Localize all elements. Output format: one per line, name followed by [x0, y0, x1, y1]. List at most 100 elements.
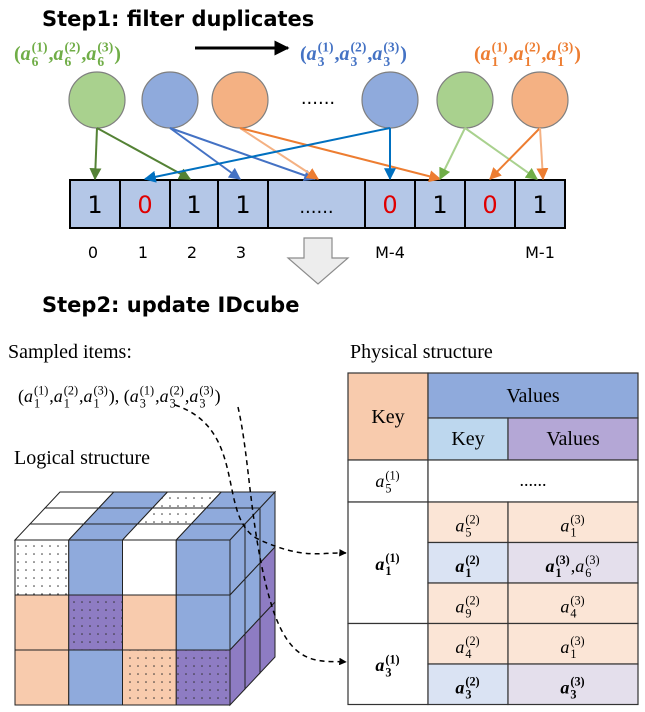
math-expr: a (2)9 [455, 594, 479, 621]
math-expr: a (3)4 [560, 594, 584, 621]
math-symbol: a [160, 386, 169, 406]
math-expr: a (3)1 [560, 513, 584, 540]
table-header: Values [506, 385, 560, 407]
math-sup: (1) [385, 652, 399, 666]
math-symbol: a [307, 43, 317, 65]
math-symbol: a [455, 637, 464, 657]
cube-face [259, 600, 276, 675]
table-header: Key [371, 406, 404, 428]
math-sub: 1 [525, 54, 532, 69]
table-ellipsis: ...... [520, 470, 547, 490]
cube-face [14, 594, 70, 651]
math-symbol: a [455, 515, 464, 535]
cube-face [68, 649, 123, 706]
math-sub: 4 [465, 647, 471, 661]
bit-value: 1 [532, 191, 547, 219]
math-symbol: a [54, 43, 64, 65]
math-symbol: a [514, 43, 524, 65]
math-symbol: a [455, 556, 464, 576]
math-text: ) [400, 43, 407, 65]
math-sup: (3) [557, 40, 573, 56]
table-cell [507, 663, 639, 706]
math-sup: (3) [94, 383, 108, 397]
math-sub: 3 [318, 54, 325, 69]
math-symbol: a [375, 554, 384, 574]
math-sup: (3) [555, 553, 569, 567]
math-symbol: a [546, 43, 556, 65]
math-text: ) [574, 43, 581, 65]
math-sup: (2) [525, 40, 541, 56]
math-symbol: a [545, 556, 554, 576]
math-sub: 3 [465, 688, 471, 702]
math-sub: 3 [383, 54, 390, 69]
bit-index: 2 [187, 243, 197, 262]
math-sub: 3 [351, 54, 358, 69]
hash-arrows [89, 127, 549, 183]
cube-face [68, 594, 123, 651]
math-sub: 9 [465, 607, 471, 621]
arrow [536, 127, 549, 181]
table-cell [347, 372, 429, 461]
math-expr: a (2)3 [455, 675, 479, 702]
math-sup: (1) [32, 40, 48, 56]
math-sub: 4 [570, 607, 576, 621]
arrow [489, 127, 541, 180]
math-text: , [155, 386, 160, 406]
table-cell [507, 582, 639, 625]
math-sub: 5 [465, 526, 471, 540]
math-text: , [509, 43, 514, 65]
math-sub: 1 [557, 54, 564, 69]
math-symbol: a [372, 43, 382, 65]
math-text: ) [215, 386, 221, 407]
math-sup: (1) [140, 383, 154, 397]
math-sup: (2) [351, 40, 367, 56]
cube-face [175, 649, 231, 706]
table-cell [427, 417, 509, 461]
bit-cell [364, 179, 416, 229]
math-text: , [335, 43, 340, 65]
mapping-arrows [174, 404, 347, 666]
node [361, 71, 419, 129]
math-expr: a (1)3 [375, 652, 399, 679]
math-sub: 1 [385, 564, 391, 578]
bit-cell [514, 179, 566, 229]
math-sub: 3 [170, 396, 176, 410]
math-symbol: a [86, 43, 96, 65]
math-symbol: a [375, 471, 384, 491]
bit-value: 1 [432, 191, 447, 219]
math-sub: 6 [585, 566, 591, 580]
math-expr: a (2)4 [455, 634, 479, 661]
arrow [239, 127, 442, 183]
math-expr: (a (1)3, a (2)3, a (3)3) [300, 40, 407, 69]
node [436, 71, 494, 129]
math-symbol: a [189, 386, 198, 406]
table-cell [427, 501, 509, 544]
math-text: ( [18, 386, 24, 407]
bit-value: 0 [482, 191, 497, 219]
math-text: ), ( [109, 386, 130, 407]
math-expr: (a (1)6, a (2)6, a (3)6) [14, 40, 121, 69]
bit-value: 0 [382, 191, 397, 219]
math-sub: 1 [570, 526, 576, 540]
math-text: , [185, 386, 190, 406]
math-sub: 3 [140, 396, 146, 410]
bit-index: M-4 [375, 243, 405, 262]
math-sup: (3) [570, 675, 584, 689]
math-sup: (1) [318, 40, 334, 56]
math-symbol: a [24, 386, 33, 406]
mapping-arrow [237, 406, 347, 666]
math-text: , [49, 386, 54, 406]
math-symbol: a [54, 386, 63, 406]
mapping-arrow [174, 404, 347, 557]
math-symbol: a [375, 655, 384, 675]
bit-cell [464, 179, 516, 229]
math-symbol: a [575, 556, 584, 576]
table-cell [347, 501, 429, 625]
math-sup: (1) [385, 551, 399, 565]
math-text: , [571, 556, 576, 576]
math-symbol: a [481, 43, 491, 65]
math-sub: 6 [65, 54, 72, 69]
bit-value: 1 [186, 191, 201, 219]
